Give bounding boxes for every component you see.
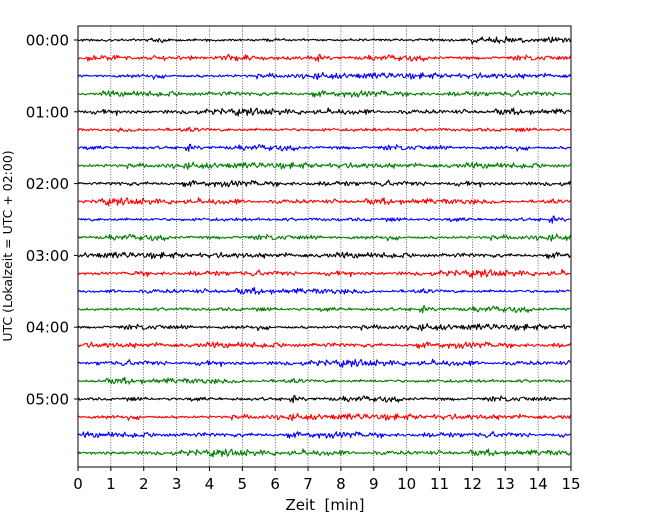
y-tick-label: 02:00 [26, 175, 69, 193]
x-tick-label: 6 [270, 475, 280, 493]
x-tick-label: 4 [205, 475, 215, 493]
trace-line [77, 376, 571, 385]
trace-line [77, 179, 571, 188]
y-axis-label: UTC (Lokalzeit = UTC + 02:00) [0, 150, 15, 341]
trace-line [77, 89, 571, 98]
x-tick-label: 3 [172, 475, 182, 493]
x-tick-label: 7 [303, 475, 313, 493]
grid-lines [110, 26, 539, 467]
trace-line [77, 358, 571, 368]
trace-line [77, 251, 571, 260]
trace-line [77, 286, 571, 295]
x-tick-label: 11 [430, 475, 449, 493]
x-axis-label: Zeit [min] [285, 496, 364, 514]
y-tick-label: 03:00 [26, 247, 69, 265]
trace-line [77, 268, 571, 279]
trace-line [77, 107, 571, 117]
trace-line [77, 71, 571, 81]
trace-line [77, 36, 571, 45]
x-tick-label: 9 [369, 475, 379, 493]
trace-lines [77, 36, 571, 458]
x-tick-label: 13 [496, 475, 515, 493]
y-tick-label: 00:00 [26, 32, 69, 50]
y-tick-label: 04:00 [26, 319, 69, 337]
trace-line [77, 215, 571, 224]
x-tick-label: 14 [529, 475, 548, 493]
x-tick-label: 2 [139, 475, 149, 493]
x-tick-label: 0 [73, 475, 83, 493]
trace-line [77, 395, 571, 404]
x-tick-label: 5 [238, 475, 248, 493]
trace-line [77, 161, 571, 170]
trace-line [77, 341, 571, 350]
y-tick-label: 05:00 [26, 391, 69, 409]
x-tick-label: 10 [397, 475, 416, 493]
x-tick-label: 8 [336, 475, 346, 493]
x-tick-label: 12 [463, 475, 482, 493]
x-tick-label: 1 [106, 475, 116, 493]
trace-line [77, 323, 571, 332]
trace-line [77, 412, 571, 422]
trace-line [77, 53, 571, 63]
x-tick-label: 15 [561, 475, 580, 493]
plot-frame [77, 25, 572, 468]
x-axis-ticks: 0 1 2 3 4 5 6 7 8 9 10 11 12 13 14 15 [73, 467, 581, 493]
trace-line [77, 126, 571, 133]
trace-line [77, 233, 571, 242]
y-axis-ticks: 00:00 01:00 02:00 03:00 04:00 05:00 [26, 32, 78, 409]
y-tick-label: 01:00 [26, 103, 69, 121]
trace-line [77, 430, 571, 439]
trace-line [77, 143, 571, 152]
trace-line [77, 305, 571, 314]
trace-line [77, 448, 571, 458]
trace-line [77, 197, 571, 207]
